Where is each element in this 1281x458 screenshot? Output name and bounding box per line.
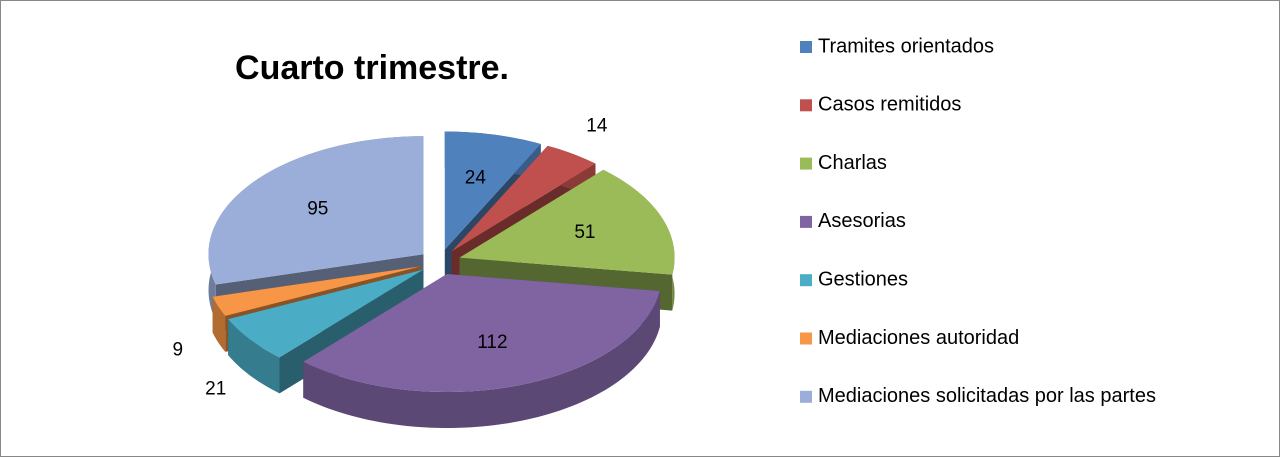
- slice-top: [444, 131, 541, 250]
- legend-label: Mediaciones solicitadas por las partes: [818, 385, 1156, 407]
- legend-swatch: [800, 332, 812, 345]
- legend-swatch: [800, 157, 812, 170]
- legend-label: Casos remitidos: [818, 94, 961, 116]
- legend-swatch: [800, 41, 812, 53]
- legend-swatch: [800, 274, 812, 287]
- legend-label: Gestiones: [818, 268, 908, 290]
- legend-label: Mediaciones autoridad: [818, 327, 1019, 349]
- data-label: 9: [173, 340, 184, 361]
- slice-top: [303, 274, 660, 393]
- slice-top: [228, 269, 424, 358]
- legend-swatch: [800, 390, 812, 403]
- slice-top: [451, 145, 596, 252]
- data-label: 95: [307, 199, 328, 220]
- data-label: 112: [477, 332, 507, 353]
- legend-swatch: [800, 215, 812, 228]
- legend-label: Asesorias: [818, 210, 906, 232]
- data-label: 21: [205, 379, 226, 400]
- data-label: 24: [465, 167, 487, 188]
- slice-top: [459, 169, 675, 275]
- chart-title: Cuarto trimestre.: [235, 49, 509, 87]
- slice-top: [208, 136, 424, 285]
- slice-wall: [212, 296, 226, 352]
- legend-swatch: [800, 99, 812, 112]
- slice-top: [212, 266, 421, 316]
- slice-wall: [303, 291, 660, 429]
- legend-label: Charlas: [818, 152, 887, 174]
- slice-wall: [228, 319, 280, 394]
- slice: [303, 274, 660, 429]
- data-label: 14: [586, 115, 608, 136]
- legend-label: Tramites orientados: [818, 35, 994, 57]
- data-label: 51: [574, 222, 595, 243]
